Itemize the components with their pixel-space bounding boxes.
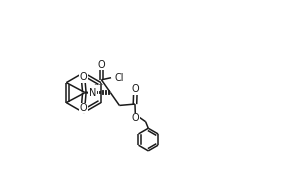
- Text: ····: ····: [93, 81, 103, 90]
- Text: O: O: [98, 60, 105, 70]
- Text: O: O: [131, 84, 139, 94]
- Text: Cl: Cl: [115, 73, 124, 83]
- Text: O: O: [131, 113, 139, 123]
- Text: N: N: [89, 88, 96, 98]
- Text: O: O: [80, 103, 87, 113]
- Text: O: O: [80, 72, 87, 82]
